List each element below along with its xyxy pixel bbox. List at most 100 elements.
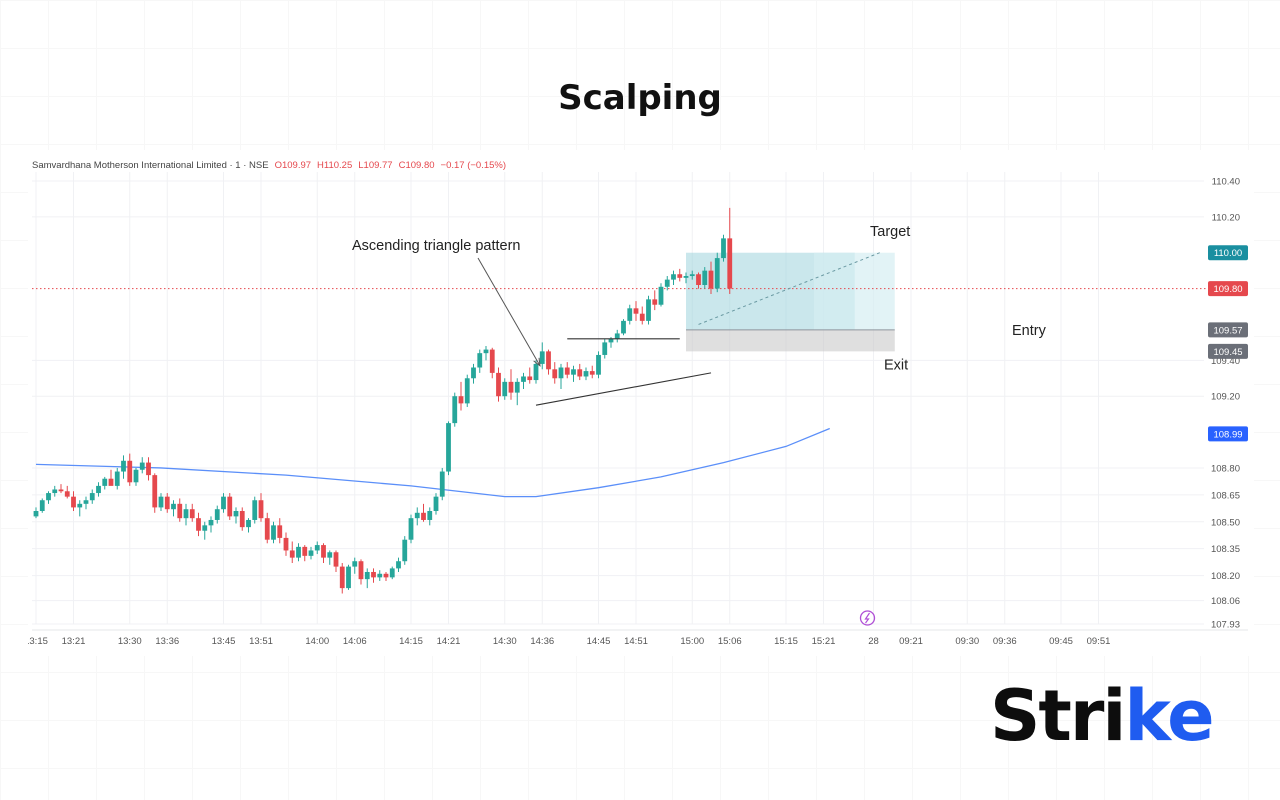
- candle-body: [514, 381, 520, 393]
- candle: [602, 338, 608, 359]
- candle-body: [183, 509, 189, 519]
- candle-body: [652, 299, 658, 305]
- candle-body: [221, 496, 226, 510]
- ohlc-high: H110.25: [317, 160, 352, 171]
- candle: [702, 267, 708, 289]
- candle-body: [289, 550, 295, 558]
- candle-body: [302, 546, 308, 556]
- price-badge-bg: [1208, 343, 1248, 359]
- candle-body: [277, 525, 283, 538]
- candle: [558, 363, 564, 390]
- lightning-icon: [859, 610, 876, 626]
- candle-body: [639, 313, 645, 321]
- candle: [152, 473, 158, 513]
- candle: [283, 532, 289, 556]
- candle-body: [721, 238, 726, 259]
- candle-body: [39, 500, 45, 511]
- price-badge-text: 109.57: [1213, 325, 1242, 336]
- candle: [546, 349, 551, 375]
- pattern-arrow: [477, 257, 541, 366]
- candle: [527, 367, 533, 384]
- candle: [533, 360, 539, 384]
- price-badge: 109.80: [1208, 281, 1248, 297]
- candle: [708, 261, 714, 294]
- candle: [264, 512, 270, 544]
- price-badge-text: 110.00: [1214, 248, 1242, 259]
- candle-body: [383, 573, 389, 578]
- candle: [202, 521, 208, 540]
- candle: [214, 505, 220, 524]
- candle: [539, 342, 545, 370]
- candle: [333, 550, 339, 572]
- x-tick-label: 13:15: [28, 636, 48, 647]
- candle-body: [546, 351, 551, 370]
- candle-body: [477, 353, 483, 368]
- candle: [633, 301, 639, 321]
- candle: [258, 493, 264, 522]
- candle: [689, 270, 695, 280]
- candle: [646, 295, 651, 325]
- target-label: Target: [870, 224, 910, 240]
- ohlc-change: −0.17 (−0.15%): [441, 160, 507, 171]
- page-title: Scalping: [558, 78, 722, 118]
- x-tick-label: 13:21: [62, 636, 86, 647]
- lightning-icon-bolt: [864, 612, 870, 624]
- candle-body: [96, 485, 101, 494]
- x-tick-label: 14:00: [305, 636, 329, 647]
- lightning-icon-ring: [859, 610, 876, 626]
- candle: [721, 234, 726, 262]
- candle: [327, 550, 333, 565]
- candle: [39, 498, 45, 513]
- candle: [564, 362, 570, 379]
- price-badge-text: 109.45: [1213, 347, 1242, 358]
- candle-body: [64, 491, 70, 497]
- candle: [196, 512, 201, 537]
- candle: [652, 290, 658, 311]
- candle: [83, 496, 89, 510]
- candle: [696, 272, 701, 289]
- candle: [508, 369, 514, 400]
- stop-zone: [686, 329, 895, 352]
- target-zone-ext: [814, 252, 895, 330]
- candle: [639, 306, 645, 325]
- candle-body: [171, 503, 176, 510]
- price-badge: 109.45: [1208, 343, 1248, 359]
- candlestick-chart[interactable]: Samvardhana Motherson International Limi…: [28, 150, 1254, 656]
- candle: [296, 543, 301, 562]
- candle-body: [214, 509, 220, 520]
- chart-panel[interactable]: Samvardhana Motherson International Limi…: [28, 150, 1254, 656]
- candle-body: [708, 270, 714, 289]
- candle: [596, 351, 601, 379]
- candle-body: [439, 471, 445, 497]
- candle: [127, 453, 133, 486]
- y-tick-label: 107.93: [1211, 620, 1240, 631]
- x-tick-label: 15:06: [718, 636, 742, 647]
- x-tick-label: 13:45: [212, 636, 236, 647]
- candle: [246, 518, 251, 533]
- x-tick-label: 13:36: [155, 636, 179, 647]
- candle-body: [77, 503, 83, 508]
- candle-body: [283, 537, 289, 551]
- x-tick-label: 09:30: [955, 636, 979, 647]
- candle: [221, 493, 226, 513]
- candle-body: [258, 500, 264, 519]
- candle-body: [471, 367, 476, 379]
- candle: [664, 276, 670, 291]
- candle: [446, 421, 451, 476]
- candle-body: [552, 369, 558, 379]
- candle-body: [83, 500, 89, 504]
- x-tick-label: 09:45: [1049, 636, 1073, 647]
- candle-body: [508, 381, 514, 393]
- pattern-arrow-head: [533, 357, 541, 367]
- candle-body: [427, 511, 433, 520]
- candle: [483, 345, 489, 361]
- x-tick-label: 13:30: [118, 636, 142, 647]
- candle-body: [671, 274, 676, 280]
- y-tick-label: 108.80: [1211, 463, 1240, 474]
- candle: [302, 545, 308, 562]
- candle: [471, 363, 476, 384]
- candle-body: [158, 496, 164, 508]
- candle: [571, 365, 576, 382]
- candle: [521, 372, 526, 390]
- candle: [502, 378, 508, 400]
